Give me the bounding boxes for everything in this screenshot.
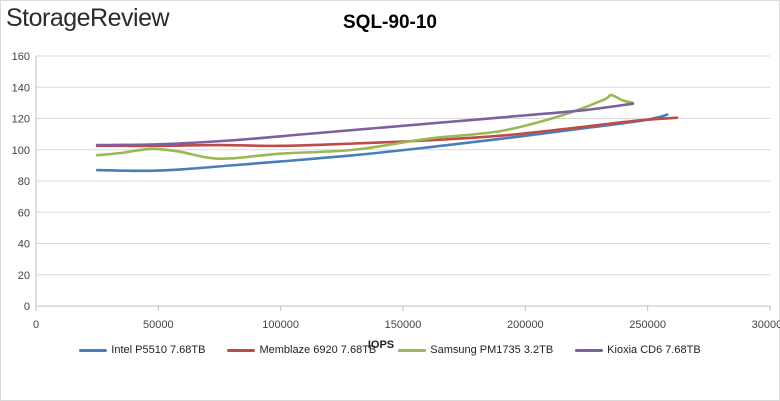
legend-item: Memblaze 6920 7.68TB xyxy=(227,344,376,356)
legend-label: Kioxia CD6 7.68TB xyxy=(607,344,701,356)
y-tick-label: 60 xyxy=(18,207,30,219)
legend-swatch xyxy=(79,348,108,352)
x-tick-label: 100000 xyxy=(262,319,299,331)
legend-item: Samsung PM1735 3.2TB xyxy=(398,344,553,356)
chart-title: SQL-90-10 xyxy=(343,12,437,33)
legend-label: Samsung PM1735 3.2TB xyxy=(430,344,554,356)
x-tick-label: 250000 xyxy=(629,319,666,331)
gridlines xyxy=(36,55,770,276)
x-tick-label: 0 xyxy=(33,319,39,331)
storagereview-logo: StorageReview xyxy=(6,4,170,32)
series-line-2 xyxy=(95,116,679,148)
legend-swatch xyxy=(227,348,256,352)
series-lines xyxy=(95,93,679,173)
x-tick-label: 50000 xyxy=(143,319,174,331)
y-tick-label: 160 xyxy=(12,51,30,63)
chart-legend: Intel P5510 7.68TB Memblaze 6920 7.68TB Sa… xyxy=(0,344,780,356)
axes xyxy=(35,56,771,311)
x-tick-label: 150000 xyxy=(385,319,422,331)
tick-labels: 0 20 40 60 80 100 120 140 160 0 50000 100000 150000 2… xyxy=(12,51,780,331)
series-line-3 xyxy=(95,93,635,160)
legend-item: Intel P5510 7.68TB xyxy=(79,344,205,356)
legend-label: Intel P5510 7.68TB xyxy=(111,344,206,356)
series-line-4 xyxy=(95,102,635,147)
x-tick-label: 300000 xyxy=(752,319,780,331)
legend-swatch xyxy=(398,348,427,352)
y-tick-label: 40 xyxy=(18,239,30,251)
x-tick-label: 200000 xyxy=(507,319,544,331)
legend-label: Memblaze 6920 7.68TB xyxy=(259,344,377,356)
y-tick-label: 120 xyxy=(12,114,30,126)
legend-item: Kioxia CD6 7.68TB xyxy=(575,344,701,356)
y-tick-label: 20 xyxy=(18,270,30,282)
x-axis-label: IOPS xyxy=(368,339,394,351)
y-tick-label: 140 xyxy=(12,82,30,94)
y-tick-label: 80 xyxy=(18,176,30,188)
y-tick-label: 100 xyxy=(12,145,30,157)
legend-swatch xyxy=(575,348,604,352)
y-tick-label: 0 xyxy=(24,301,30,313)
